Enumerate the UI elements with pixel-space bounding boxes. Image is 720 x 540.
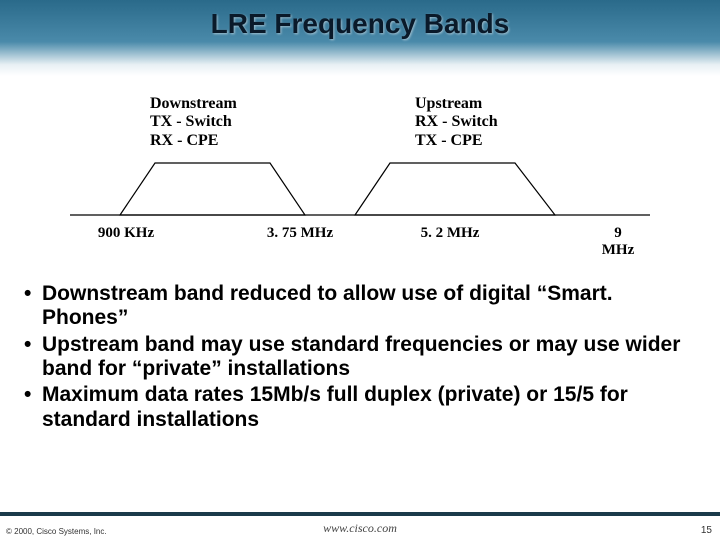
page-title: LRE Frequency Bands xyxy=(0,8,720,40)
us-line1: Upstream xyxy=(415,95,498,113)
bullet-list: Downstream band reduced to allow use of … xyxy=(24,282,696,434)
ds-line1: Downstream xyxy=(150,95,237,113)
bullet-item: Downstream band reduced to allow use of … xyxy=(24,282,696,331)
downstream-band xyxy=(120,163,305,215)
bullet-item: Maximum data rates 15Mb/s full duplex (p… xyxy=(24,383,696,432)
freq-label: 5. 2 MHz xyxy=(421,225,480,242)
freq-label: 3. 75 MHz xyxy=(267,225,333,242)
downstream-label: Downstream TX - Switch RX - CPE xyxy=(150,95,237,150)
us-line3: TX - CPE xyxy=(415,132,498,150)
ds-line3: RX - CPE xyxy=(150,132,237,150)
freq-label: 900 KHz xyxy=(98,225,154,242)
bullet-item: Upstream band may use standard frequenci… xyxy=(24,333,696,382)
footer-url: www.cisco.com xyxy=(0,521,720,536)
us-line2: RX - Switch xyxy=(415,113,498,131)
footer-bar xyxy=(0,512,720,516)
upstream-label: Upstream RX - Switch TX - CPE xyxy=(415,95,498,150)
ds-line2: TX - Switch xyxy=(150,113,237,131)
frequency-diagram: Downstream TX - Switch RX - CPE Upstream… xyxy=(60,95,660,245)
freq-label: 9 MHz xyxy=(597,225,639,259)
upstream-band xyxy=(355,163,555,215)
page-number: 15 xyxy=(701,525,712,536)
